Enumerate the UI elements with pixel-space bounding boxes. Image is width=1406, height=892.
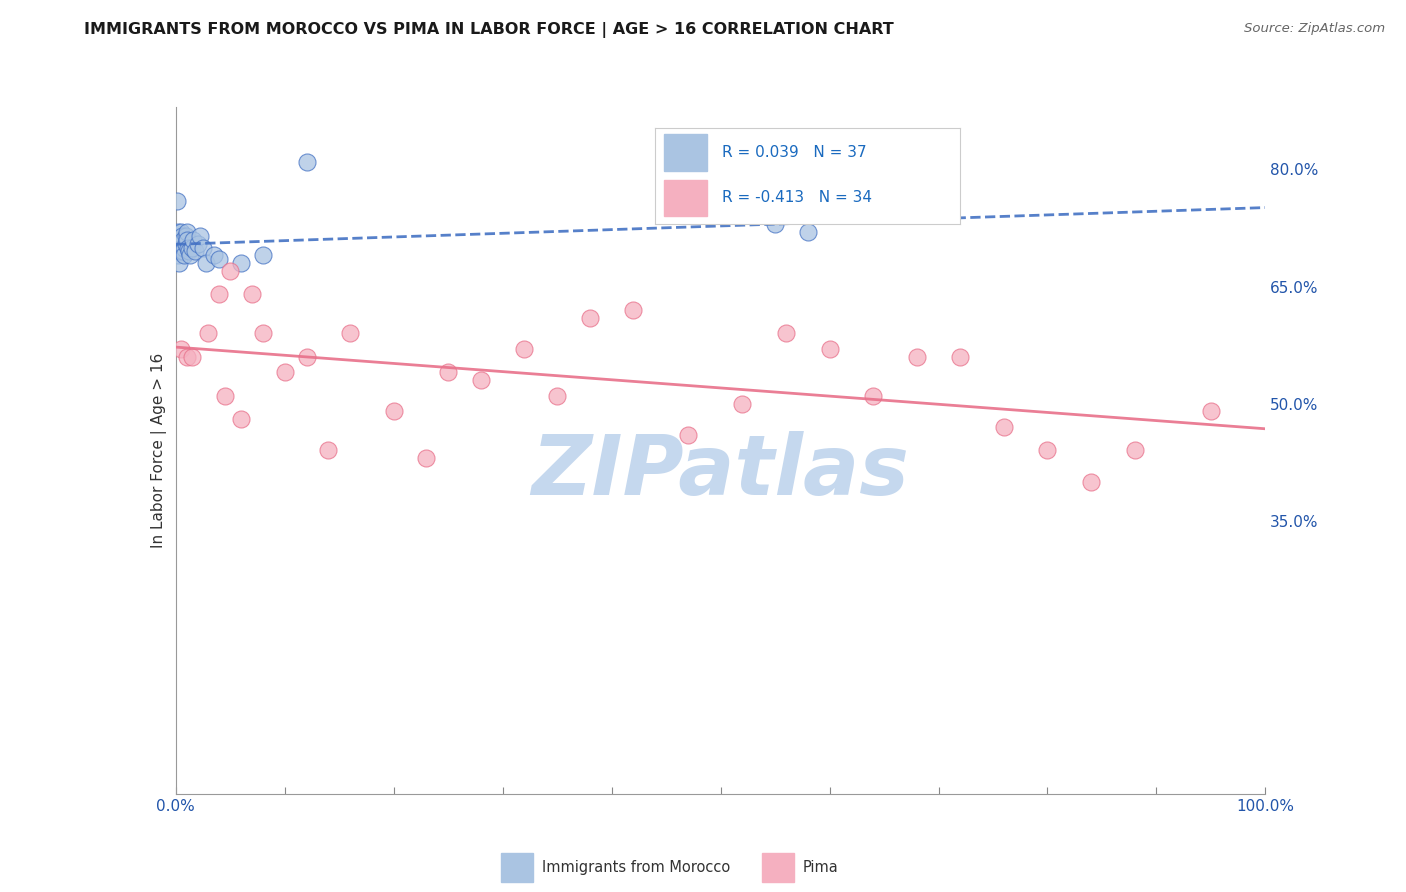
Point bbox=[621, 302, 644, 317]
Point bbox=[173, 248, 195, 262]
Text: ZIPatlas: ZIPatlas bbox=[531, 431, 910, 512]
Point bbox=[197, 326, 219, 341]
Point bbox=[169, 244, 191, 259]
Point bbox=[993, 420, 1015, 434]
Text: Source: ZipAtlas.com: Source: ZipAtlas.com bbox=[1244, 22, 1385, 36]
Point bbox=[173, 240, 195, 255]
Point bbox=[181, 240, 204, 255]
Point bbox=[170, 236, 193, 251]
Point bbox=[177, 240, 200, 255]
Point bbox=[470, 373, 492, 387]
Point bbox=[905, 350, 928, 364]
Point bbox=[862, 389, 884, 403]
Point bbox=[579, 310, 602, 325]
Point bbox=[176, 225, 198, 239]
Point bbox=[339, 326, 361, 341]
Bar bbox=[762, 854, 793, 881]
Point bbox=[295, 350, 318, 364]
Point bbox=[231, 256, 253, 270]
Point bbox=[167, 248, 190, 262]
Point bbox=[169, 233, 191, 247]
Point bbox=[382, 404, 405, 418]
Y-axis label: In Labor Force | Age > 16: In Labor Force | Age > 16 bbox=[152, 353, 167, 548]
Point bbox=[415, 451, 437, 466]
Point bbox=[1080, 475, 1102, 489]
Point bbox=[167, 240, 190, 255]
Point bbox=[202, 248, 225, 262]
Point bbox=[181, 350, 204, 364]
Point bbox=[174, 228, 197, 243]
Point bbox=[172, 244, 194, 259]
Point bbox=[214, 389, 236, 403]
Point bbox=[195, 256, 218, 270]
Point bbox=[188, 228, 211, 243]
Point bbox=[1123, 443, 1146, 458]
Point bbox=[318, 443, 340, 458]
Point bbox=[252, 248, 274, 262]
Point bbox=[208, 252, 231, 267]
Point bbox=[179, 248, 201, 262]
Point bbox=[252, 326, 274, 341]
FancyBboxPatch shape bbox=[665, 135, 707, 171]
Point bbox=[191, 240, 214, 255]
Text: R = 0.039   N = 37: R = 0.039 N = 37 bbox=[723, 145, 868, 161]
Point bbox=[181, 233, 204, 247]
Point bbox=[676, 427, 699, 442]
Text: IMMIGRANTS FROM MOROCCO VS PIMA IN LABOR FORCE | AGE > 16 CORRELATION CHART: IMMIGRANTS FROM MOROCCO VS PIMA IN LABOR… bbox=[84, 22, 894, 38]
Point bbox=[513, 342, 536, 356]
Point bbox=[546, 389, 568, 403]
Bar bbox=[501, 854, 533, 881]
Point bbox=[231, 412, 253, 426]
Point bbox=[186, 236, 209, 251]
Point bbox=[174, 236, 197, 251]
Point bbox=[172, 228, 194, 243]
FancyBboxPatch shape bbox=[665, 179, 707, 216]
Point bbox=[172, 233, 194, 247]
Point bbox=[170, 225, 193, 239]
Point bbox=[731, 396, 754, 410]
Point bbox=[166, 194, 188, 208]
Text: Pima: Pima bbox=[803, 860, 838, 875]
Point bbox=[184, 244, 207, 259]
Point bbox=[177, 244, 200, 259]
Point bbox=[208, 287, 231, 301]
Point bbox=[949, 350, 972, 364]
Point bbox=[166, 240, 188, 255]
Point bbox=[818, 342, 841, 356]
Point bbox=[796, 225, 818, 239]
Point bbox=[240, 287, 263, 301]
Point bbox=[167, 256, 190, 270]
Text: Immigrants from Morocco: Immigrants from Morocco bbox=[541, 860, 730, 875]
Point bbox=[172, 240, 194, 255]
Text: R = -0.413   N = 34: R = -0.413 N = 34 bbox=[723, 190, 872, 205]
Point bbox=[274, 366, 297, 380]
Point bbox=[775, 326, 797, 341]
Point bbox=[170, 342, 193, 356]
Point bbox=[167, 225, 190, 239]
Point bbox=[176, 233, 198, 247]
Point bbox=[1036, 443, 1059, 458]
Point bbox=[763, 217, 786, 231]
Point bbox=[219, 264, 242, 278]
Point bbox=[176, 350, 198, 364]
Point bbox=[295, 154, 318, 169]
Point bbox=[1199, 404, 1222, 418]
Point bbox=[437, 366, 460, 380]
